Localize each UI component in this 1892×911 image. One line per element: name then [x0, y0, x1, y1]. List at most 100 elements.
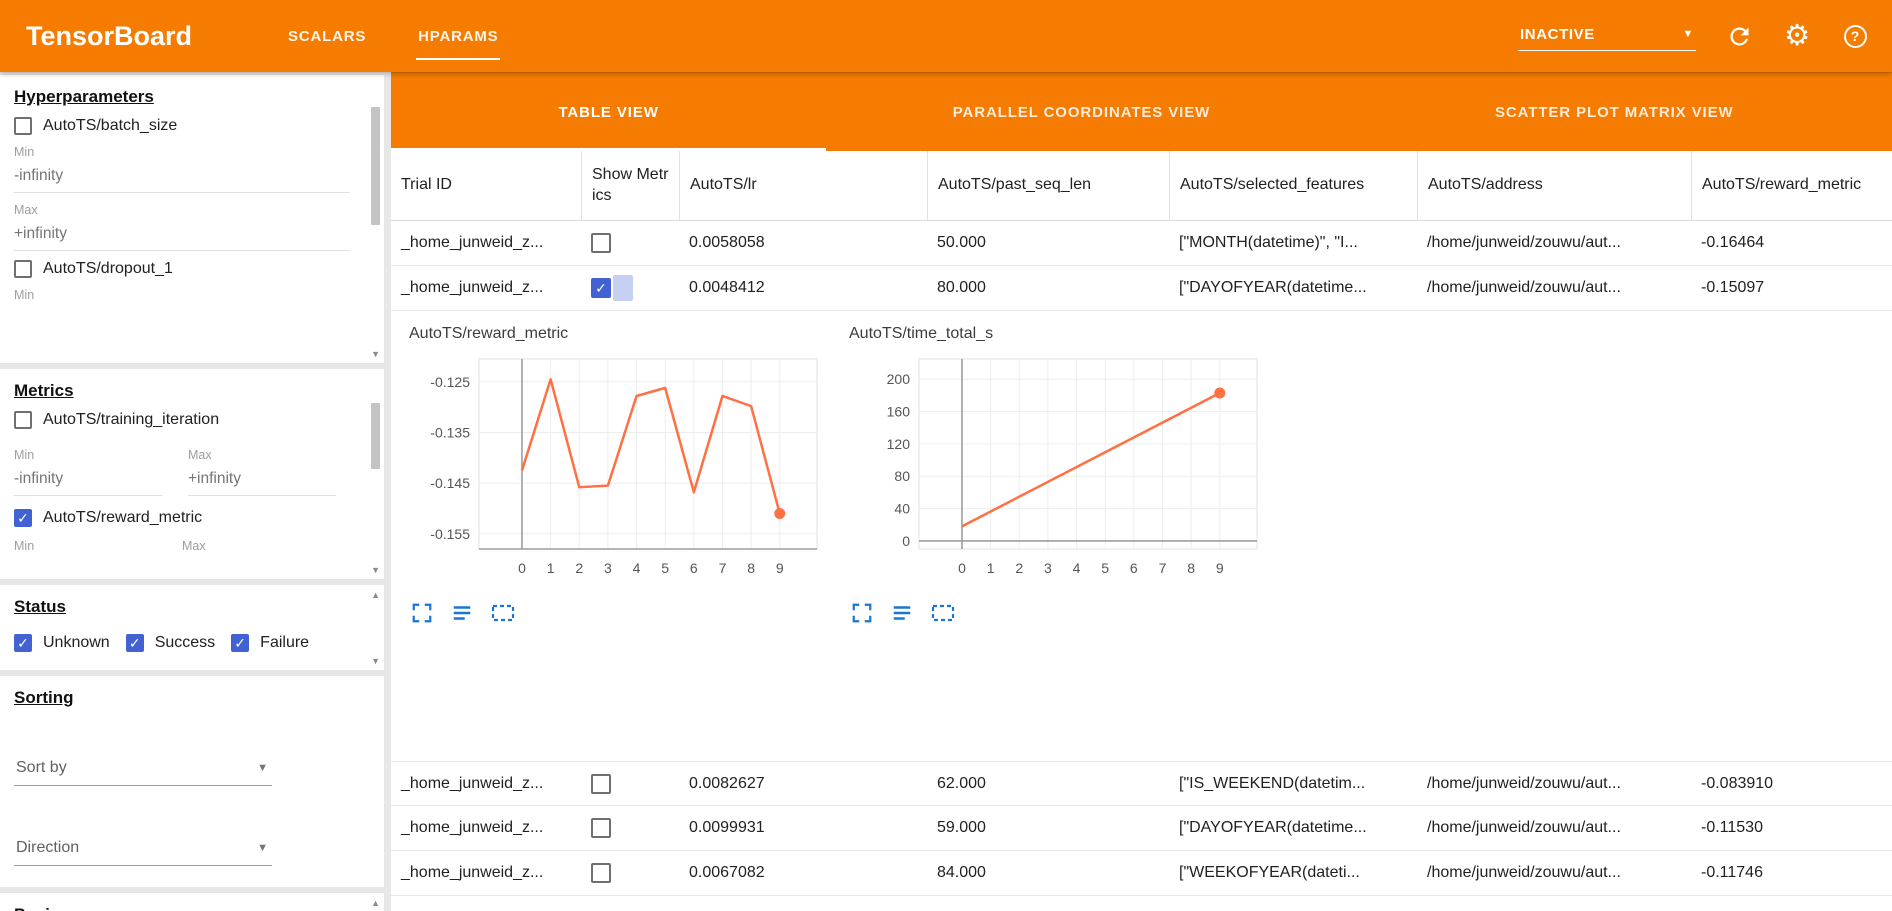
min-label: Min: [14, 145, 35, 159]
svg-text:-0.125: -0.125: [430, 374, 470, 390]
min-input[interactable]: -infinity: [14, 466, 162, 496]
svg-text:0: 0: [958, 560, 966, 576]
show-metrics-checkbox[interactable]: [591, 818, 611, 838]
col-header-lr[interactable]: AutoTS/lr: [679, 151, 927, 220]
svg-text:40: 40: [894, 501, 910, 517]
batch-size-checkbox[interactable]: [14, 117, 32, 135]
scrollbar-thumb[interactable]: [371, 403, 380, 469]
metric-item-training-iteration[interactable]: AutoTS/training_iteration: [14, 411, 350, 429]
table-row[interactable]: _home_junweid_z... 0.0067082 84.000 ["WE…: [391, 851, 1892, 896]
sidebar-section-sorting: Sorting Sort by ▼ Direction ▼: [0, 676, 384, 887]
col-header-address[interactable]: AutoTS/address: [1417, 151, 1691, 220]
direction-select[interactable]: Direction ▼: [14, 834, 272, 866]
status-item-unknown[interactable]: Unknown: [14, 634, 110, 652]
metric-item-reward-metric[interactable]: AutoTS/reward_metric: [14, 509, 350, 527]
hparam-label: AutoTS/batch_size: [43, 117, 178, 134]
dropout-1-checkbox[interactable]: [14, 260, 32, 278]
sorting-heading: Sorting: [14, 688, 74, 707]
max-input[interactable]: +infinity: [14, 221, 350, 251]
hparam-item-batch-size[interactable]: AutoTS/batch_size: [14, 117, 350, 135]
tab-table-view[interactable]: TABLE VIEW: [391, 73, 827, 151]
table-row[interactable]: _home_junweid_z... 0.0082627 62.000 ["IS…: [391, 761, 1892, 806]
show-metrics-checkbox[interactable]: [591, 863, 611, 883]
col-header-trial-id[interactable]: Trial ID: [401, 176, 452, 194]
direction-value: Direction: [16, 839, 80, 856]
status-item-success[interactable]: Success: [125, 634, 215, 652]
refresh-icon[interactable]: [1724, 21, 1754, 51]
chevron-down-icon: ▼: [257, 842, 268, 854]
col-header-show-metrics[interactable]: Show Metrics: [581, 151, 679, 220]
sidebar-section-metrics: Metrics AutoTS/training_iteration Min -i…: [0, 369, 384, 579]
hparam-label: AutoTS/dropout_1: [43, 260, 173, 277]
run-status-selector[interactable]: INACTIVE ▼: [1518, 22, 1696, 51]
status-item-failure[interactable]: Failure: [231, 634, 309, 652]
dashed-selection-box-icon[interactable]: [491, 602, 515, 624]
status-label: Unknown: [43, 634, 110, 651]
show-metrics-checkbox[interactable]: [591, 233, 611, 253]
max-label: Max: [14, 203, 38, 217]
list-lines-icon[interactable]: [451, 602, 473, 624]
svg-text:7: 7: [1159, 560, 1167, 576]
success-checkbox[interactable]: [125, 634, 144, 652]
svg-text:-0.145: -0.145: [430, 475, 470, 491]
unknown-checkbox[interactable]: [14, 634, 32, 652]
address-cell: /home/junweid/zouwu/aut...: [1427, 819, 1621, 836]
svg-text:5: 5: [661, 560, 669, 576]
min-input[interactable]: -infinity: [14, 163, 350, 193]
reward-metric-chart-card: AutoTS/reward_metric 0 1 2 3 4 5 6 7 8 9 -0.125 -0.…: [407, 323, 831, 645]
scroll-down-icon[interactable]: ▼: [371, 565, 380, 575]
scroll-down-icon[interactable]: ▼: [371, 349, 380, 359]
col-header-past-seq-len[interactable]: AutoTS/past_seq_len: [927, 151, 1169, 220]
show-metrics-cell: [581, 233, 679, 253]
batch-size-max-field: Max +infinity: [14, 203, 350, 251]
scrollbar-thumb[interactable]: [371, 107, 380, 225]
table-row[interactable]: _home_junweid_z... 0.0048412 80.000 ["DA…: [391, 266, 1892, 311]
table-row[interactable]: _home_junweid_z... 0.0099931 59.000 ["DA…: [391, 806, 1892, 851]
list-lines-icon[interactable]: [891, 602, 913, 624]
sort-by-select[interactable]: Sort by ▼: [14, 754, 272, 786]
col-header-reward-metric[interactable]: AutoTS/reward_metric: [1691, 151, 1892, 220]
scroll-down-icon[interactable]: ▼: [371, 656, 380, 666]
dashed-selection-box-icon[interactable]: [931, 602, 955, 624]
svg-text:9: 9: [776, 560, 784, 576]
fullscreen-icon[interactable]: [851, 602, 873, 624]
tab-parallel-coordinates-view[interactable]: PARALLEL COORDINATES VIEW: [952, 103, 1211, 121]
trial-id-cell: _home_junweid_z...: [401, 279, 544, 296]
show-metrics-checkbox[interactable]: [591, 773, 611, 794]
sidebar-section-hyperparameters: Hyperparameters AutoTS/batch_size Min -i…: [0, 75, 384, 363]
batch-size-min-field: Min -infinity: [14, 145, 350, 193]
show-metrics-checkbox[interactable]: [591, 278, 611, 298]
tab-hparams[interactable]: HPARAMS: [392, 0, 524, 72]
settings-gear-icon[interactable]: ⚙: [1784, 20, 1810, 52]
svg-text:8: 8: [1187, 560, 1195, 576]
svg-text:200: 200: [887, 371, 911, 387]
min-label: Min: [14, 539, 35, 553]
svg-text:0: 0: [518, 560, 526, 576]
view-tabs: TABLE VIEW PARALLEL COORDINATES VIEW SCA…: [391, 72, 1892, 151]
sort-by-value: Sort by: [16, 759, 67, 776]
scroll-up-icon[interactable]: ▲: [371, 590, 380, 600]
selected-features-cell: ["DAYOFYEAR(datetime...: [1179, 279, 1367, 296]
scroll-up-icon[interactable]: ▲: [371, 898, 380, 908]
fullscreen-icon[interactable]: [411, 602, 433, 624]
svg-text:4: 4: [1073, 560, 1081, 576]
col-header-selected-features[interactable]: AutoTS/selected_features: [1169, 151, 1417, 220]
training-iteration-checkbox[interactable]: [14, 411, 32, 429]
past-seq-len-cell: 62.000: [937, 774, 986, 792]
status-label: Failure: [260, 634, 310, 651]
table-row[interactable]: _home_junweid_z... 0.0058058 50.000 ["MO…: [391, 221, 1892, 266]
hparam-item-dropout-1[interactable]: AutoTS/dropout_1: [14, 260, 350, 278]
tab-scatter-plot-matrix-view[interactable]: SCATTER PLOT MATRIX VIEW: [1495, 103, 1734, 121]
toolbar-tabs: SCALARS HPARAMS: [262, 0, 524, 72]
address-cell: /home/junweid/zouwu/aut...: [1427, 234, 1621, 251]
tab-scalars[interactable]: SCALARS: [288, 27, 367, 45]
help-icon[interactable]: ?: [1840, 21, 1870, 51]
reward-metric-checkbox[interactable]: [14, 509, 32, 527]
reward-metric-cell: -0.16464: [1701, 234, 1765, 251]
svg-text:-0.135: -0.135: [430, 424, 470, 440]
selected-features-cell: ["WEEKOFYEAR(dateti...: [1179, 864, 1360, 881]
failure-checkbox[interactable]: [231, 634, 250, 652]
svg-text:7: 7: [719, 560, 727, 576]
max-input[interactable]: +infinity: [188, 466, 336, 496]
svg-text:2: 2: [1015, 560, 1023, 576]
